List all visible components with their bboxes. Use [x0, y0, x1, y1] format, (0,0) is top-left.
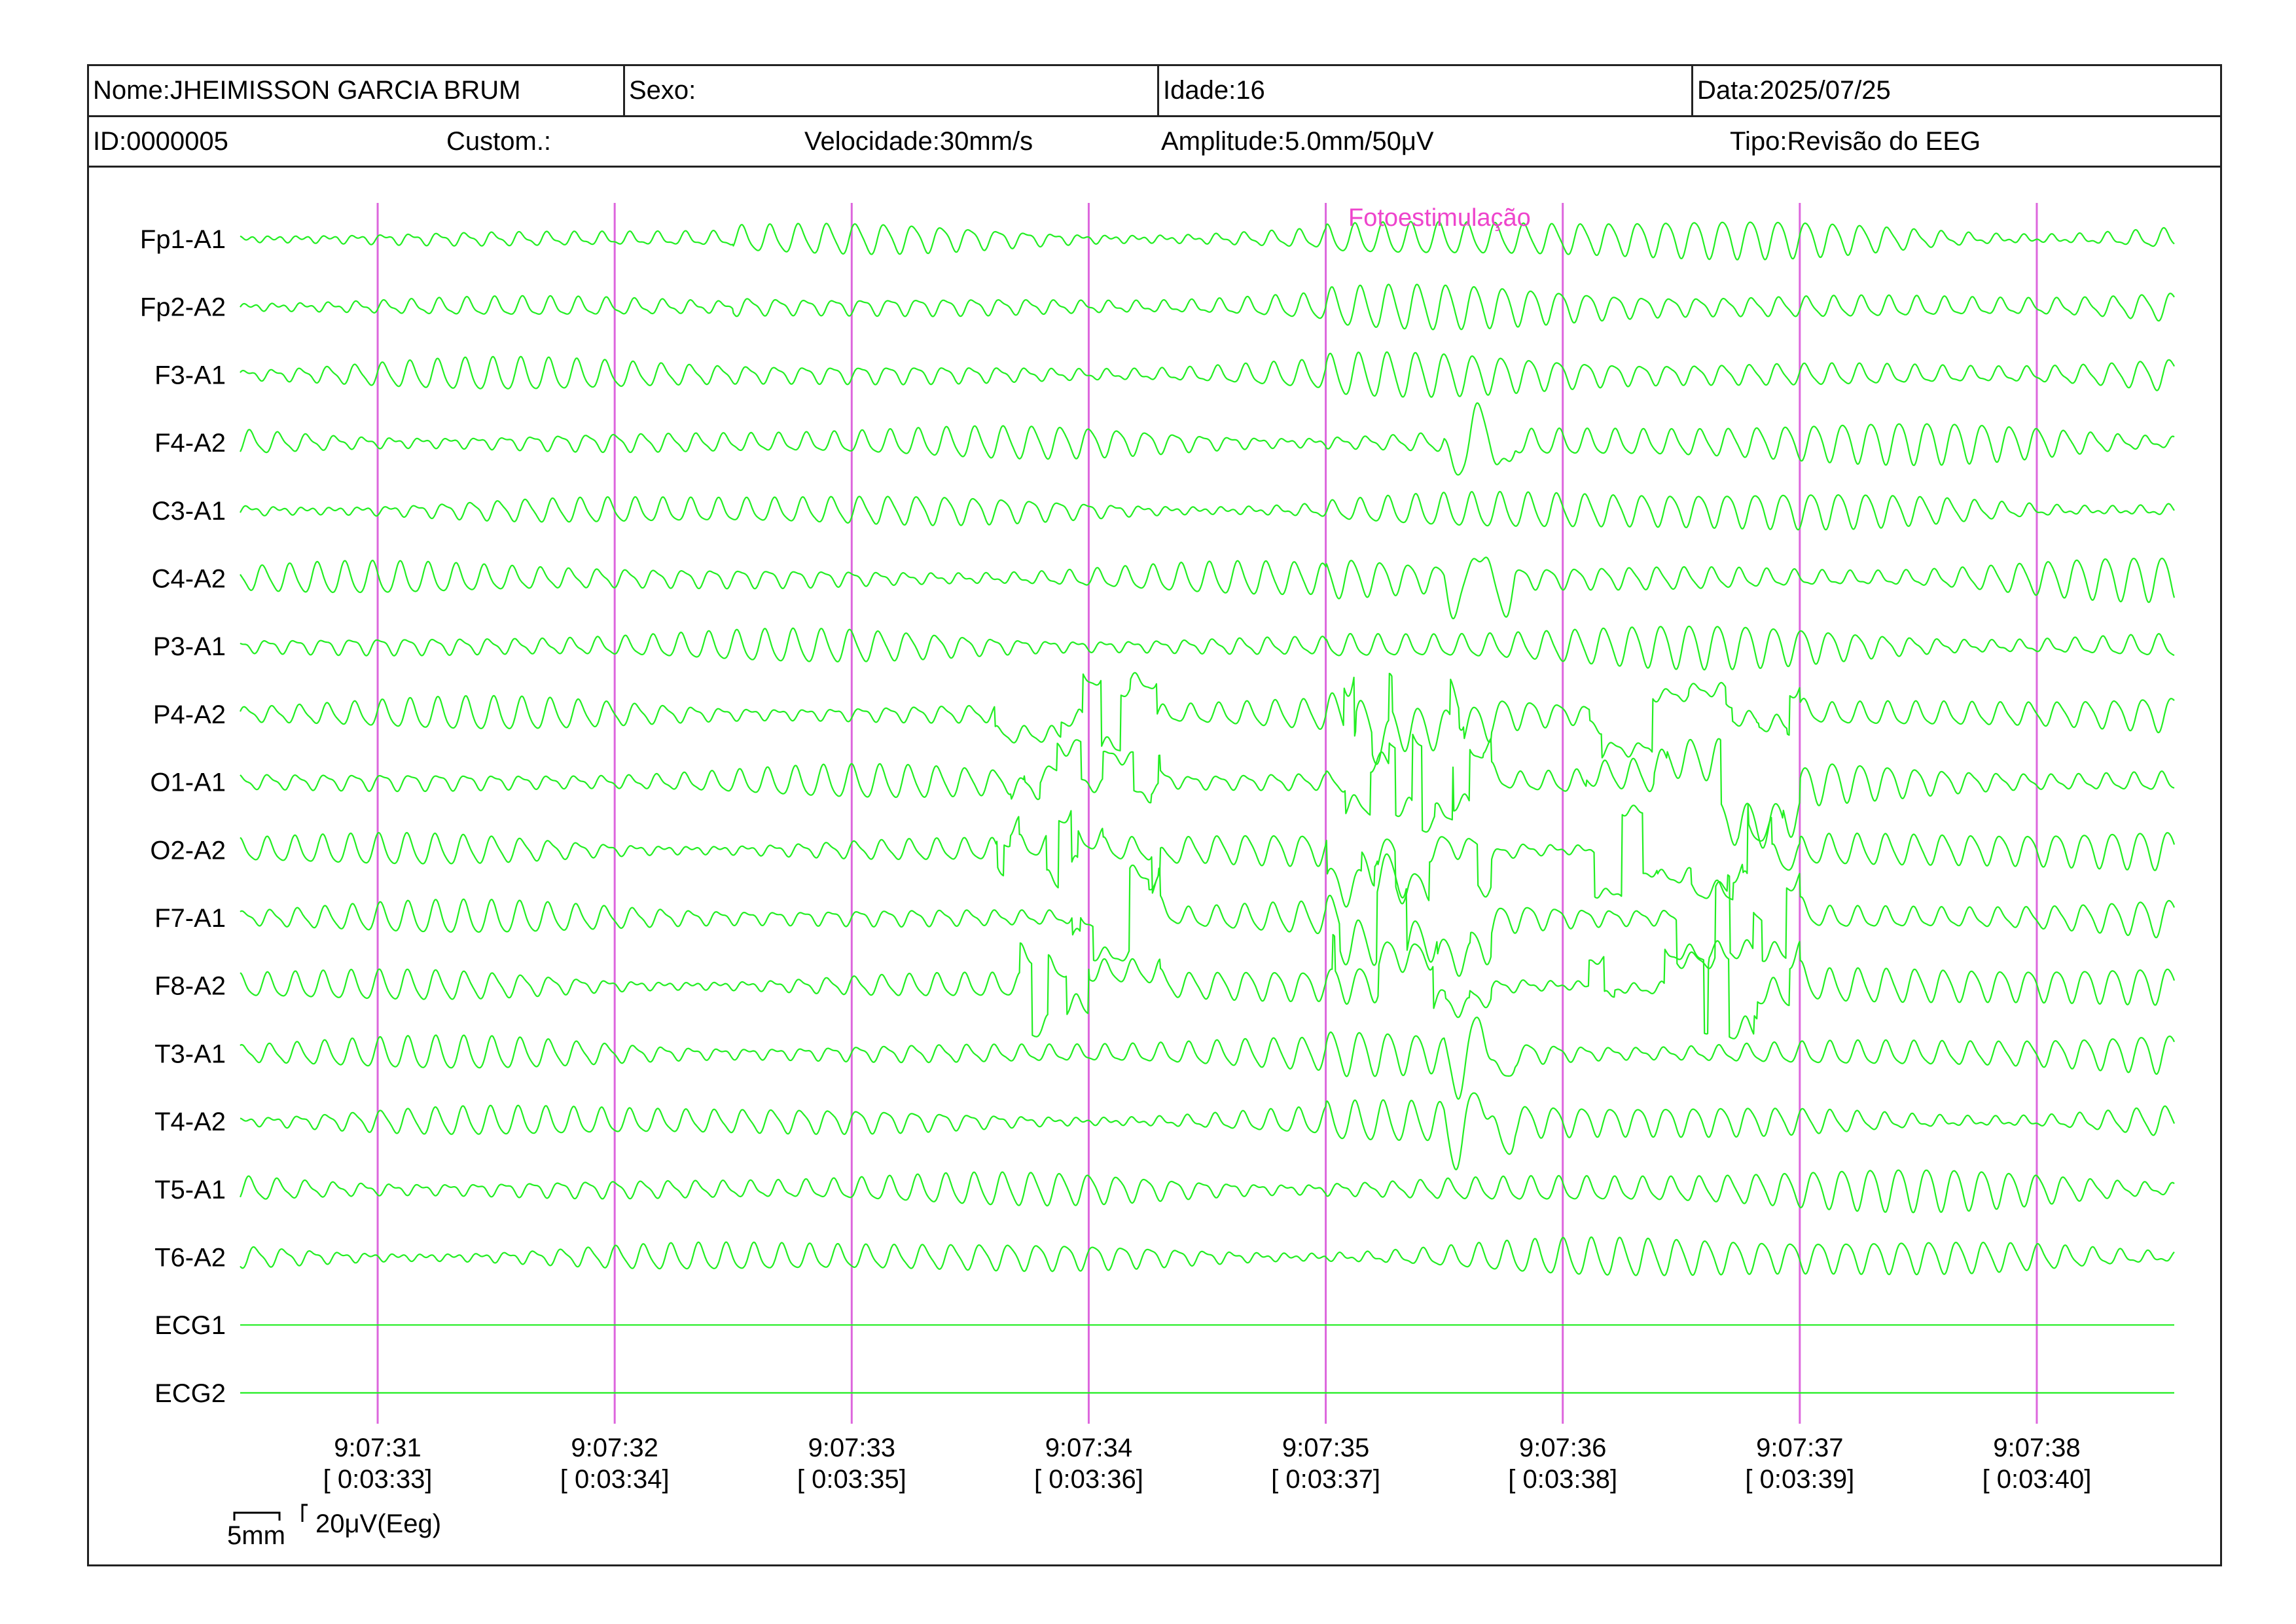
time-tick-clock-2: 9:07:32 [571, 1434, 658, 1462]
time-tick-clock-1: 9:07:31 [334, 1434, 421, 1462]
time-tick-clock-6: 9:07:36 [1519, 1434, 1606, 1462]
trace-o1-a1 [240, 733, 2175, 849]
channel-label-ecg1: ECG1 [154, 1311, 226, 1340]
exam-date: Data:2025/07/25 [1691, 66, 2220, 115]
channel-label-p4-a2: P4-A2 [153, 700, 226, 729]
trace-f3-a1 [240, 351, 2175, 398]
amplitude-setting: Amplitude:5.0mm/50μV [1161, 126, 1434, 156]
photic-stimulation-annotation: Fotoestimulação [1348, 204, 1531, 232]
header-row-patient: Nome:JHEIMISSON GARCIA BRUM Sexo: Idade:… [89, 66, 2220, 117]
time-tick-clock-5: 9:07:35 [1282, 1434, 1369, 1462]
time-tick-elapsed-8: [ 0:03:40] [1982, 1465, 2092, 1494]
time-tick-elapsed-4: [ 0:03:36] [1034, 1465, 1143, 1494]
channel-label-f8-a2: F8-A2 [154, 972, 226, 1001]
trace-p3-a1 [240, 625, 2175, 671]
channel-label-fp2-a2: Fp2-A2 [140, 293, 226, 322]
header-row-exam: ID:0000005 Custom.: Velocidade:30mm/s Am… [89, 117, 2220, 168]
time-marker-lines [376, 203, 2038, 1424]
time-tick-elapsed-1: [ 0:03:33] [323, 1465, 433, 1494]
patient-sex: Sexo: [623, 66, 1157, 115]
amplitude-scale-label: 20μV(Eeg) [315, 1509, 441, 1538]
trace-f4-a2 [240, 402, 2175, 476]
channel-label-o1-a1: O1-A1 [150, 768, 226, 797]
report-frame: Nome:JHEIMISSON GARCIA BRUM Sexo: Idade:… [87, 64, 2222, 1566]
time-tick-elapsed-2: [ 0:03:34] [560, 1465, 670, 1494]
time-tick-elapsed-3: [ 0:03:35] [797, 1465, 906, 1494]
channel-label-t6-a2: T6-A2 [154, 1244, 226, 1272]
channel-label-fp1-a1: Fp1-A1 [140, 225, 226, 254]
time-scale-label: 5mm [227, 1521, 285, 1550]
channel-label-p3-a1: P3-A1 [153, 632, 226, 661]
time-scale-bracket [233, 1511, 281, 1521]
speed-setting: Velocidade:30mm/s [804, 126, 1033, 156]
time-tick-clock-4: 9:07:34 [1045, 1434, 1132, 1462]
trace-f8-a2 [240, 933, 2176, 1039]
trace-fp2-a2 [240, 283, 2175, 331]
trace-fp1-a1 [240, 221, 2175, 261]
eeg-traces [239, 221, 2176, 1394]
custom-field: Custom.: [446, 126, 552, 156]
channel-label-t4-a2: T4-A2 [154, 1108, 226, 1136]
patient-id: ID:0000005 [93, 126, 228, 156]
channel-label-c3-a1: C3-A1 [152, 497, 226, 526]
time-tick-clock-8: 9:07:38 [1993, 1434, 2080, 1462]
channel-label-t5-a1: T5-A1 [154, 1176, 226, 1204]
trace-t3-a1 [240, 1017, 2176, 1100]
trace-p4-a2 [240, 672, 2175, 765]
channel-label-f3-a1: F3-A1 [154, 361, 226, 389]
exam-type: Tipo:Revisão do EEG [1730, 126, 1981, 156]
channel-label-t3-a1: T3-A1 [154, 1039, 226, 1068]
trace-c4-a2 [240, 556, 2176, 620]
time-tick-elapsed-6: [ 0:03:38] [1508, 1465, 1617, 1494]
channel-label-ecg2: ECG2 [154, 1379, 226, 1408]
trace-t6-a2 [240, 1236, 2175, 1276]
time-tick-labels: 9:07:31 [ 0:03:33] 9:07:32 [ 0:03:34] 9:07:3… [323, 1434, 2092, 1494]
channel-label-f7-a1: F7-A1 [154, 904, 226, 933]
trace-t4-a2 [240, 1092, 2176, 1170]
channel-label-f4-a2: F4-A2 [154, 429, 226, 458]
time-tick-elapsed-5: [ 0:03:37] [1271, 1465, 1380, 1494]
scale-bar: 5mm 20μV(Eeg) [227, 1504, 441, 1550]
time-tick-clock-7: 9:07:37 [1756, 1434, 1843, 1462]
time-tick-elapsed-7: [ 0:03:39] [1745, 1465, 1854, 1494]
trace-o2-a2 [240, 803, 2176, 908]
patient-age: Idade:16 [1157, 66, 1691, 115]
channel-label-o2-a2: O2-A2 [150, 836, 226, 865]
trace-f7-a1 [240, 853, 2176, 977]
patient-name: Nome:JHEIMISSON GARCIA BRUM [93, 76, 521, 105]
trace-t5-a1 [239, 1169, 2175, 1214]
amplitude-scale-bracket [301, 1504, 308, 1522]
time-tick-clock-3: 9:07:33 [808, 1434, 895, 1462]
channel-labels: Fp1-A1 Fp2-A2 F3-A1 F4-A2 C3-A1 C4-A2 P3-A1 P4-… [140, 225, 226, 1408]
trace-c3-a1 [240, 490, 2175, 531]
channel-label-c4-a2: C4-A2 [152, 565, 226, 594]
